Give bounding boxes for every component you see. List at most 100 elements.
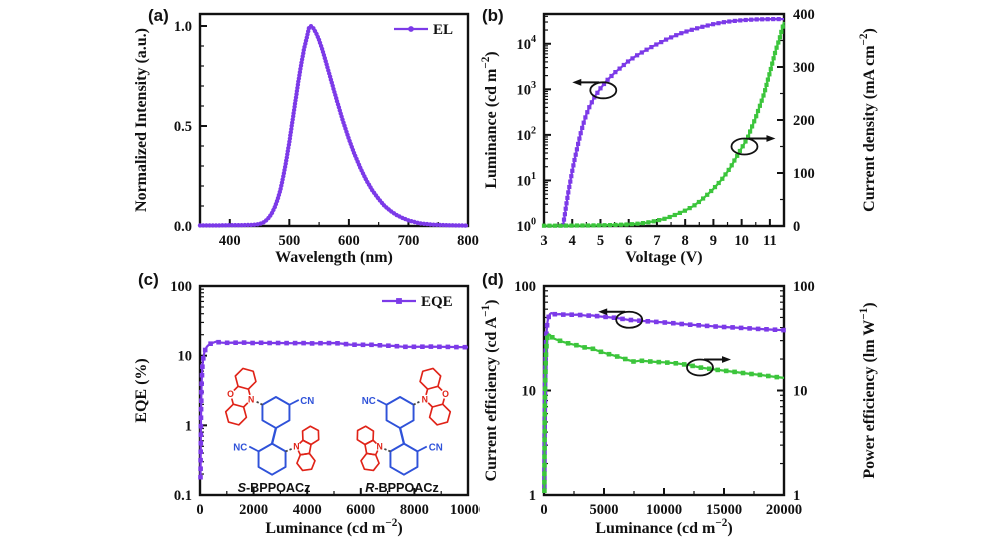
el-spectrum-curve [197,24,469,228]
svg-text:1: 1 [793,488,800,504]
svg-text:20000: 20000 [766,502,802,518]
luminance-curve [561,17,784,228]
svg-text:Wavelength (nm): Wavelength (nm) [275,249,393,266]
panel-d: (d) 0 5000 10000 15000 20000 1 10 100 1 10 100 Lumi… [480,270,880,541]
svg-text:103: 103 [516,80,536,99]
axes: 400 500 600 700 800 0.0 0.5 1.0 [174,12,479,249]
svg-text:600: 600 [338,233,360,249]
svg-text:6000: 6000 [346,502,375,518]
panel-c-label: (c) [138,270,159,289]
svg-text:10000: 10000 [646,502,682,518]
current-density-curve [541,21,786,228]
chart-d: 0 5000 10000 15000 20000110100110100Luminanc… [480,279,878,537]
svg-text:N: N [248,395,254,405]
axes: 3 4 5 6 7 8 9 10 11 100 101 102 103 104 0 100 200 300 400 [516,7,814,249]
svg-text:1: 1 [185,418,192,434]
chart-b: 3 4 5 6 7 8 9 10 11 100 101 102 103 104 0 100 200 300 400 V… [480,7,878,266]
svg-text:10: 10 [734,233,749,249]
panel-a: (a) 400 500 600 700 800 0.0 0.5 1.0 Wavelength (… [130,0,480,270]
svg-text:102: 102 [516,125,536,144]
svg-text:0: 0 [196,502,203,518]
svg-text:Current efficiency (cd A−1): Current efficiency (cd A−1) [480,300,500,482]
svg-text:0.0: 0.0 [174,219,192,235]
svg-text:5000: 5000 [590,502,619,518]
svg-text:100: 100 [516,216,536,235]
panel-c: (c) 0 2000 4000 6000 8000 10000 0.1 1 10 100 Lumin… [130,270,480,541]
svg-text:3: 3 [540,233,547,249]
legend: EQE [382,294,453,310]
axis-indicator-arrow-left [598,308,644,329]
svg-text:10: 10 [793,384,808,400]
eqe-curve [198,339,469,480]
svg-text:500: 500 [278,233,300,249]
s-bppoacz-structure: CN NC N O N S-BPPOACz [224,367,320,495]
svg-text:6: 6 [625,233,632,249]
svg-text:7: 7 [653,233,660,249]
svg-text:10: 10 [522,384,537,400]
svg-text:EL: EL [433,22,453,38]
panel-b-label: (b) [482,6,504,25]
svg-text:11: 11 [763,233,777,249]
svg-text:10: 10 [178,349,193,365]
svg-text:0: 0 [540,502,547,518]
svg-text:5: 5 [597,233,604,249]
svg-text:EQE (%): EQE (%) [133,358,150,422]
chart-c: 0 2000 4000 6000 8000 10000 0.1 1 10 100 Luminance… [133,279,480,537]
svg-text:200: 200 [793,113,815,129]
svg-text:0.5: 0.5 [174,119,192,135]
svg-text:101: 101 [516,171,536,190]
svg-text:8: 8 [682,233,689,249]
chart-a: 400 500 600 700 800 0.0 0.5 1.0 Wavelength (nm) N… [133,12,479,266]
svg-text:Voltage (V): Voltage (V) [625,249,702,266]
svg-text:O: O [227,389,234,399]
svg-text:4: 4 [569,233,576,249]
svg-text:N: N [376,442,382,452]
svg-text:700: 700 [398,233,420,249]
svg-text:Current density (mA cm−2): Current density (mA cm−2) [858,28,878,212]
svg-text:300: 300 [793,60,815,76]
luminance-current-density-chart: 3 4 5 6 7 8 9 10 11 100 101 102 103 104 0 100 200 300 400 V… [480,7,878,266]
svg-text:EQE: EQE [421,294,453,310]
svg-text:1.0: 1.0 [174,19,192,35]
svg-text:8000: 8000 [400,502,429,518]
svg-text:CN: CN [429,442,443,453]
svg-text:1: 1 [529,488,536,504]
svg-text:100: 100 [793,166,815,182]
svg-text:400: 400 [793,7,815,23]
axis-indicator-arrow-right [730,135,776,156]
svg-text:S-BPPOACz: S-BPPOACz [238,481,311,495]
current-efficiency-curve [542,311,786,489]
svg-text:Power efficiency (lm W−1): Power efficiency (lm W−1) [858,302,878,478]
svg-text:CN: CN [300,396,314,407]
svg-text:R-BPPOACz: R-BPPOACz [365,481,439,495]
svg-text:0.1: 0.1 [174,488,192,504]
r-bppoacz-structure: NC CN N O N R-BPPOACz [356,367,452,495]
svg-text:NC: NC [362,396,376,407]
svg-text:2000: 2000 [239,502,268,518]
svg-text:Normalized Intensity (a.u.): Normalized Intensity (a.u.) [133,28,150,212]
el-spectrum-chart: 400 500 600 700 800 0.0 0.5 1.0 Wavelength (nm) N… [133,12,479,266]
svg-text:10000: 10000 [450,502,480,518]
svg-text:104: 104 [516,34,536,53]
eqe-chart: 0 2000 4000 6000 8000 10000 0.1 1 10 100 Luminance… [133,279,480,537]
svg-text:0: 0 [793,219,800,235]
efficiency-chart: 0 5000 10000 15000 20000110100110100Luminanc… [480,279,878,537]
svg-text:800: 800 [457,233,479,249]
svg-text:9: 9 [710,233,717,249]
axis-indicator-arrow-left [572,78,618,100]
legend: EL [394,22,453,38]
panel-b: (b) 3 4 5 6 7 8 9 10 11 100 101 102 103 104 0 100 200 300… [480,0,880,270]
panel-a-label: (a) [148,6,169,25]
svg-text:O: O [442,389,449,399]
svg-text:NC: NC [233,442,247,453]
svg-text:100: 100 [514,279,536,295]
svg-text:400: 400 [219,233,241,249]
power-efficiency-curve [542,333,785,493]
svg-text:Luminance (cd m−2): Luminance (cd m−2) [595,517,732,537]
svg-text:100: 100 [793,279,815,295]
axis-indicator-arrow-right [686,356,731,377]
svg-text:N: N [293,442,299,452]
svg-text:4000: 4000 [293,502,322,518]
svg-text:Luminance (cd m−2): Luminance (cd m−2) [480,51,500,188]
